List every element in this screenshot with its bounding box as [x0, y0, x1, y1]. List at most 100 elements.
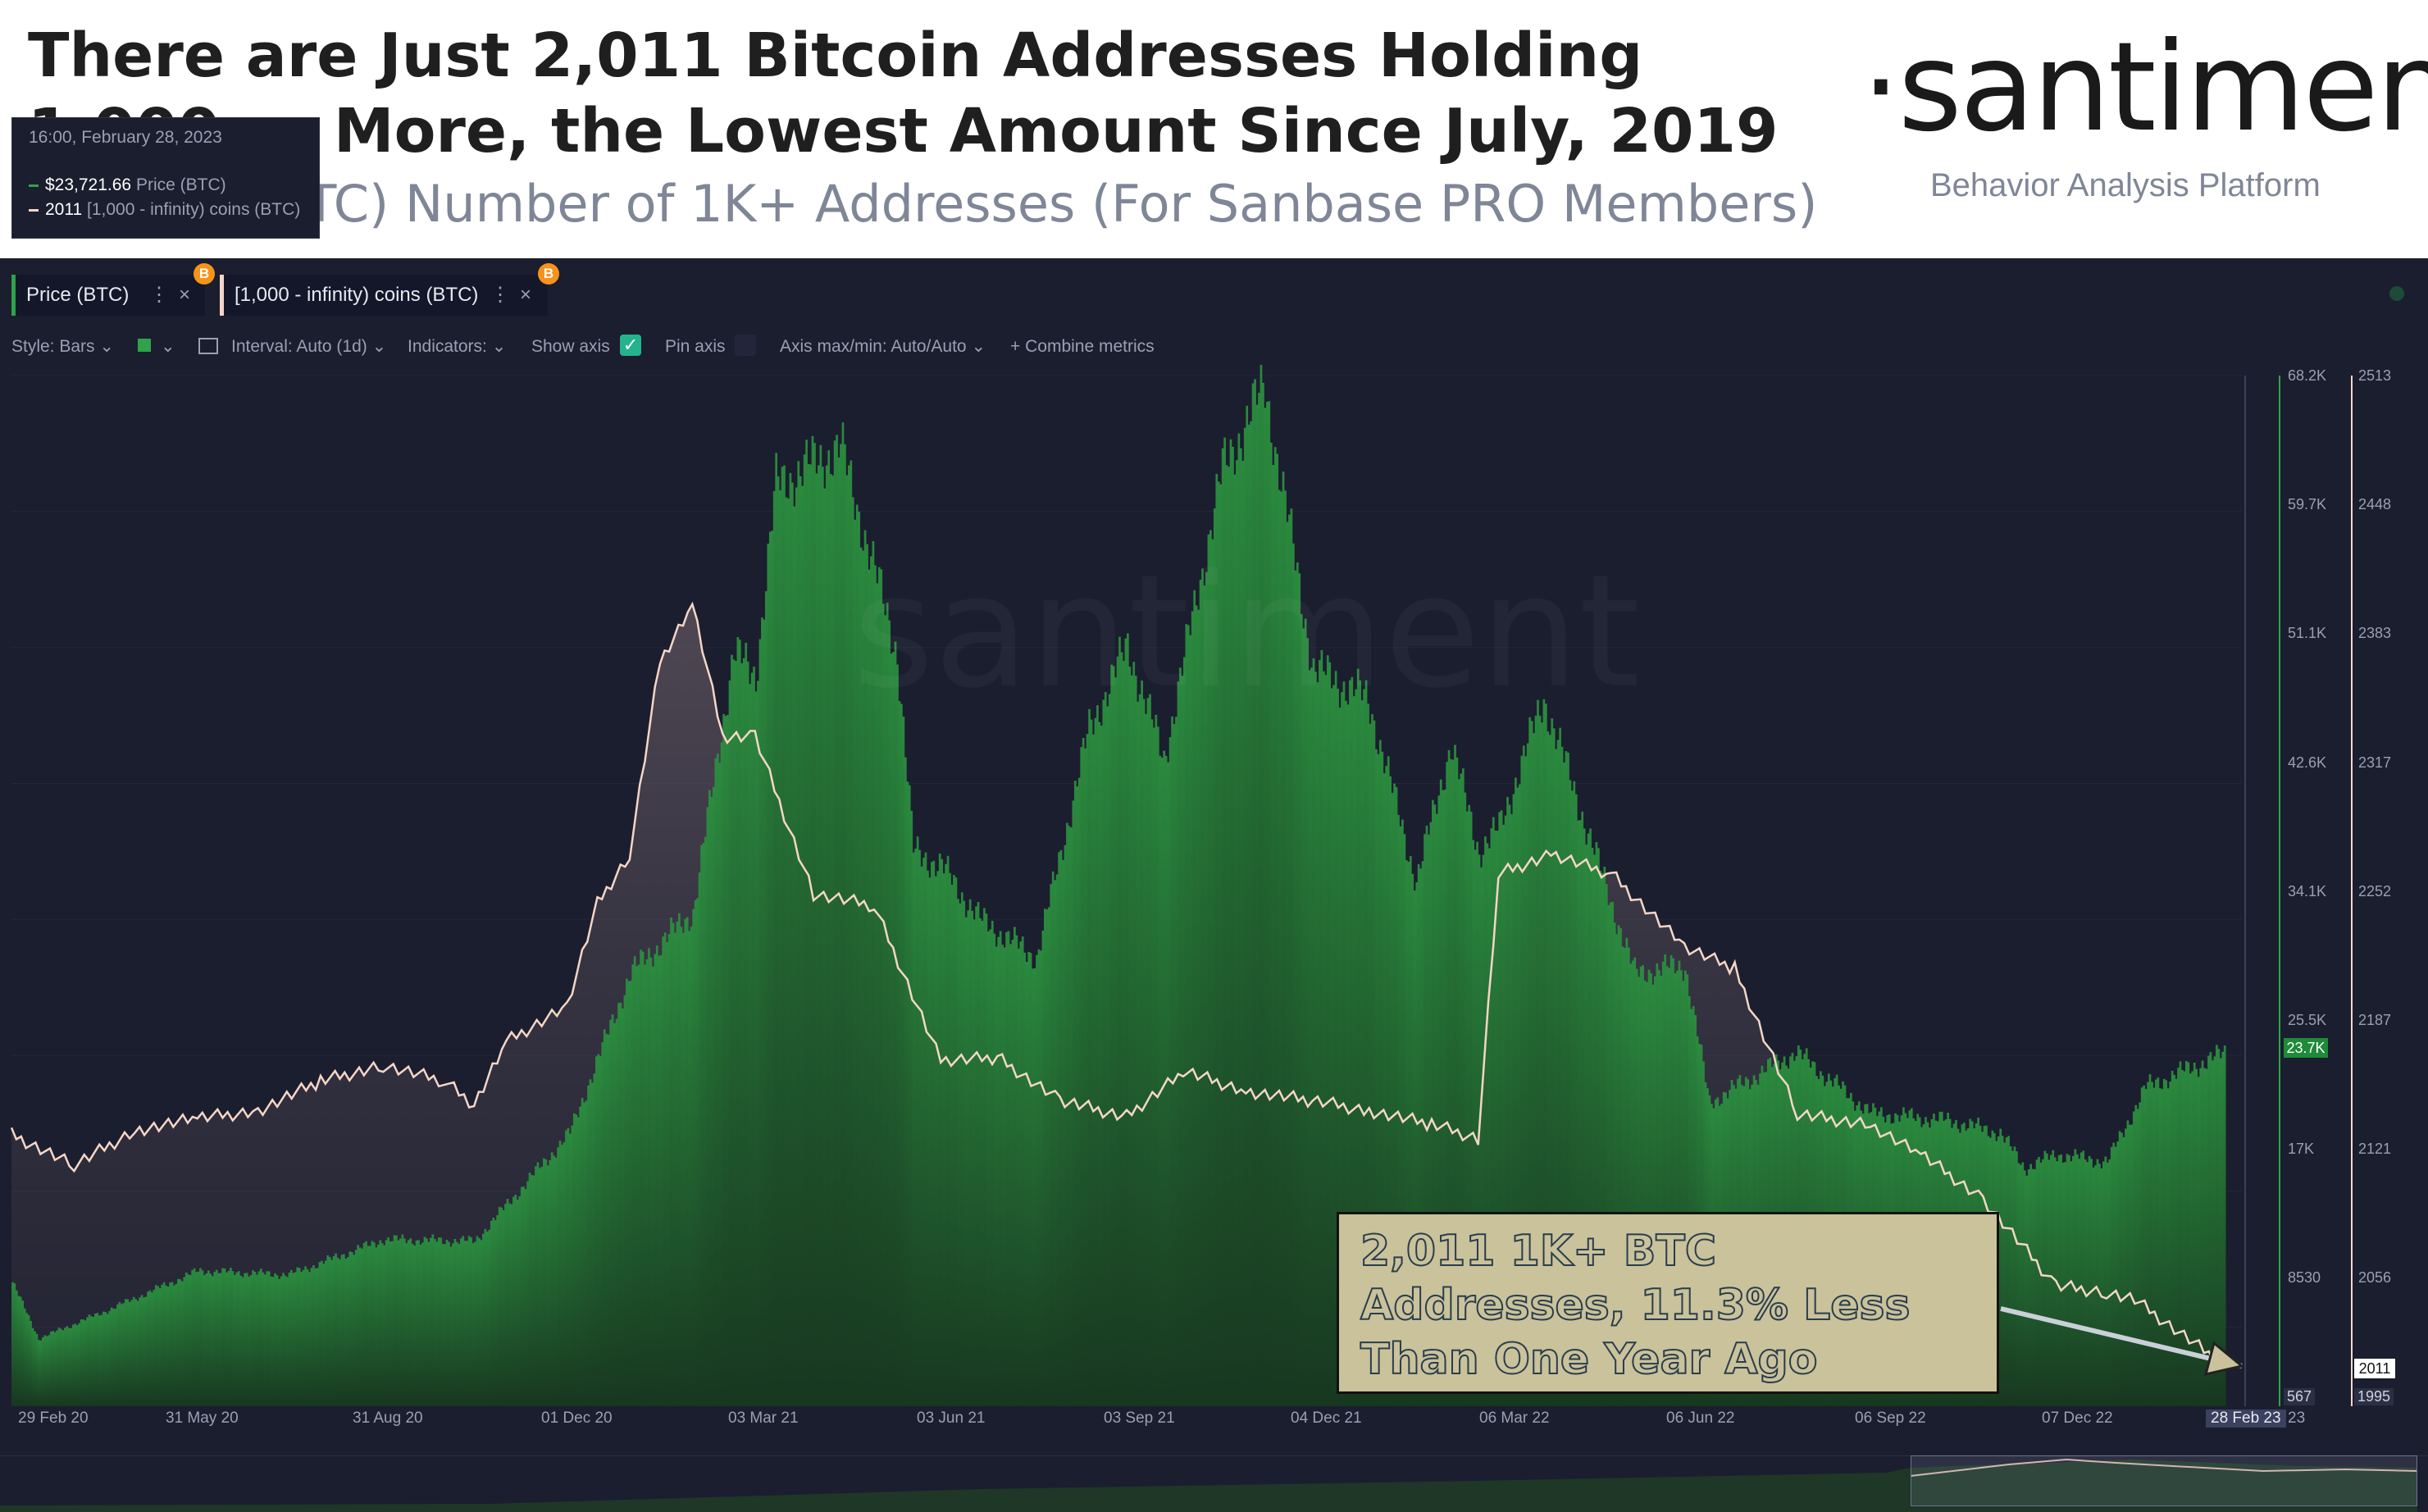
price-bar — [294, 1272, 297, 1406]
price-bar — [2001, 1136, 2004, 1406]
status-dot-icon[interactable] — [2389, 286, 2404, 301]
price-bar — [2165, 1080, 2168, 1406]
price-bar — [369, 1246, 371, 1406]
price-bar — [1682, 981, 1685, 1406]
close-icon[interactable]: × — [179, 284, 191, 306]
price-bar — [1255, 404, 1259, 1407]
price-bar — [376, 1244, 380, 1406]
price-bar — [942, 873, 945, 1406]
price-bar — [1611, 901, 1614, 1406]
color-swatch-icon[interactable] — [138, 339, 151, 352]
price-bar — [184, 1273, 188, 1406]
price-bar — [38, 1340, 40, 1406]
navigator-window[interactable] — [1911, 1455, 2417, 1506]
price-bar — [850, 460, 853, 1406]
price-bar — [1359, 680, 1362, 1406]
price-bar — [362, 1242, 366, 1406]
price-bar — [144, 1296, 148, 1406]
price-bar — [1516, 787, 1519, 1406]
price-bar — [576, 1117, 580, 1406]
price-bar — [2096, 1159, 2099, 1406]
price-bar — [213, 1272, 216, 1406]
pin-axis-checkbox[interactable] — [735, 335, 756, 356]
price-bar — [64, 1328, 66, 1406]
price-bar — [1607, 904, 1610, 1406]
price-bar — [128, 1301, 131, 1406]
price-bar — [267, 1271, 271, 1406]
count-tick-label: 2448 — [2358, 496, 2392, 513]
navigator[interactable] — [0, 1455, 2428, 1512]
price-bar — [518, 1195, 522, 1406]
price-bar — [1460, 773, 1463, 1406]
price-bar — [488, 1229, 491, 1406]
count-min-badge: 1995 — [2354, 1388, 2394, 1405]
chevron-down-icon[interactable]: ⌄ — [161, 337, 175, 356]
price-bar — [2112, 1142, 2116, 1406]
price-bar — [1498, 812, 1501, 1406]
price-bar — [74, 1323, 77, 1406]
price-bar — [627, 981, 631, 1406]
price-bar — [924, 852, 927, 1406]
price-bar — [1665, 966, 1669, 1406]
price-bar — [2217, 1049, 2221, 1406]
price-bar — [2136, 1109, 2139, 1406]
show-axis-checkbox[interactable]: ✓ — [620, 335, 641, 356]
price-bar — [732, 659, 736, 1406]
price-bar — [1160, 758, 1164, 1406]
price-bar — [2016, 1151, 2018, 1406]
price-bar — [611, 1014, 614, 1406]
price-bar — [2043, 1150, 2047, 1406]
price-bar — [453, 1238, 457, 1406]
legend-value: $23,721.66 — [45, 175, 132, 194]
price-bar — [890, 653, 893, 1406]
price-bar — [1657, 970, 1660, 1406]
show-axis-label: Show axis — [531, 337, 610, 356]
price-bar — [575, 1114, 578, 1406]
indicators-select[interactable]: Indicators: ⌄ — [408, 337, 507, 356]
price-bar — [143, 1297, 145, 1406]
price-bar — [430, 1237, 432, 1406]
axis-maxmin-select[interactable]: Axis max/min: Auto/Auto ⌄ — [780, 337, 986, 356]
price-bar — [1171, 716, 1173, 1406]
price-bar — [649, 957, 653, 1406]
price-bar — [1068, 826, 1071, 1406]
price-bar — [1461, 768, 1465, 1406]
price-bar — [1003, 947, 1006, 1406]
tab-price-btc[interactable]: Price (BTC) ⋮ × B — [11, 263, 215, 316]
price-bar — [290, 1269, 293, 1406]
price-bar — [253, 1272, 257, 1406]
price-bar — [353, 1255, 356, 1406]
price-bar — [795, 487, 798, 1406]
more-vertical-icon[interactable]: ⋮ — [149, 284, 169, 306]
price-bar — [312, 1265, 315, 1406]
price-bar — [508, 1203, 511, 1406]
price-bar — [2177, 1068, 2180, 1406]
interval-select[interactable]: Interval: Auto (1d) ⌄ — [231, 337, 387, 356]
price-bar — [728, 680, 731, 1406]
style-select[interactable]: Style: Bars ⌄ — [11, 337, 114, 356]
price-bar — [1506, 796, 1509, 1406]
price-bar — [440, 1237, 443, 1406]
price-bar — [1533, 733, 1535, 1406]
price-bar — [118, 1302, 121, 1406]
close-icon[interactable]: × — [520, 284, 532, 306]
price-bar — [1411, 873, 1414, 1406]
price-bar — [1672, 958, 1674, 1406]
price-bar — [90, 1316, 93, 1406]
price-bar — [1351, 676, 1354, 1406]
price-bar — [2048, 1159, 2051, 1406]
price-bar — [57, 1328, 61, 1406]
price-bar — [1127, 633, 1129, 1406]
more-vertical-icon[interactable]: ⋮ — [490, 284, 510, 306]
tab-1000-coins[interactable]: [1,000 - infinity) coins (BTC) ⋮ × B — [220, 263, 559, 316]
price-bar — [1247, 424, 1250, 1406]
combine-metrics-button[interactable]: + Combine metrics — [1010, 337, 1155, 356]
price-bar — [21, 1300, 25, 1406]
price-bar — [1228, 467, 1230, 1406]
price-bar — [1635, 968, 1638, 1406]
price-bar — [840, 444, 842, 1406]
price-bar — [300, 1272, 303, 1406]
price-bar — [1421, 861, 1424, 1406]
price-bar — [171, 1282, 174, 1406]
